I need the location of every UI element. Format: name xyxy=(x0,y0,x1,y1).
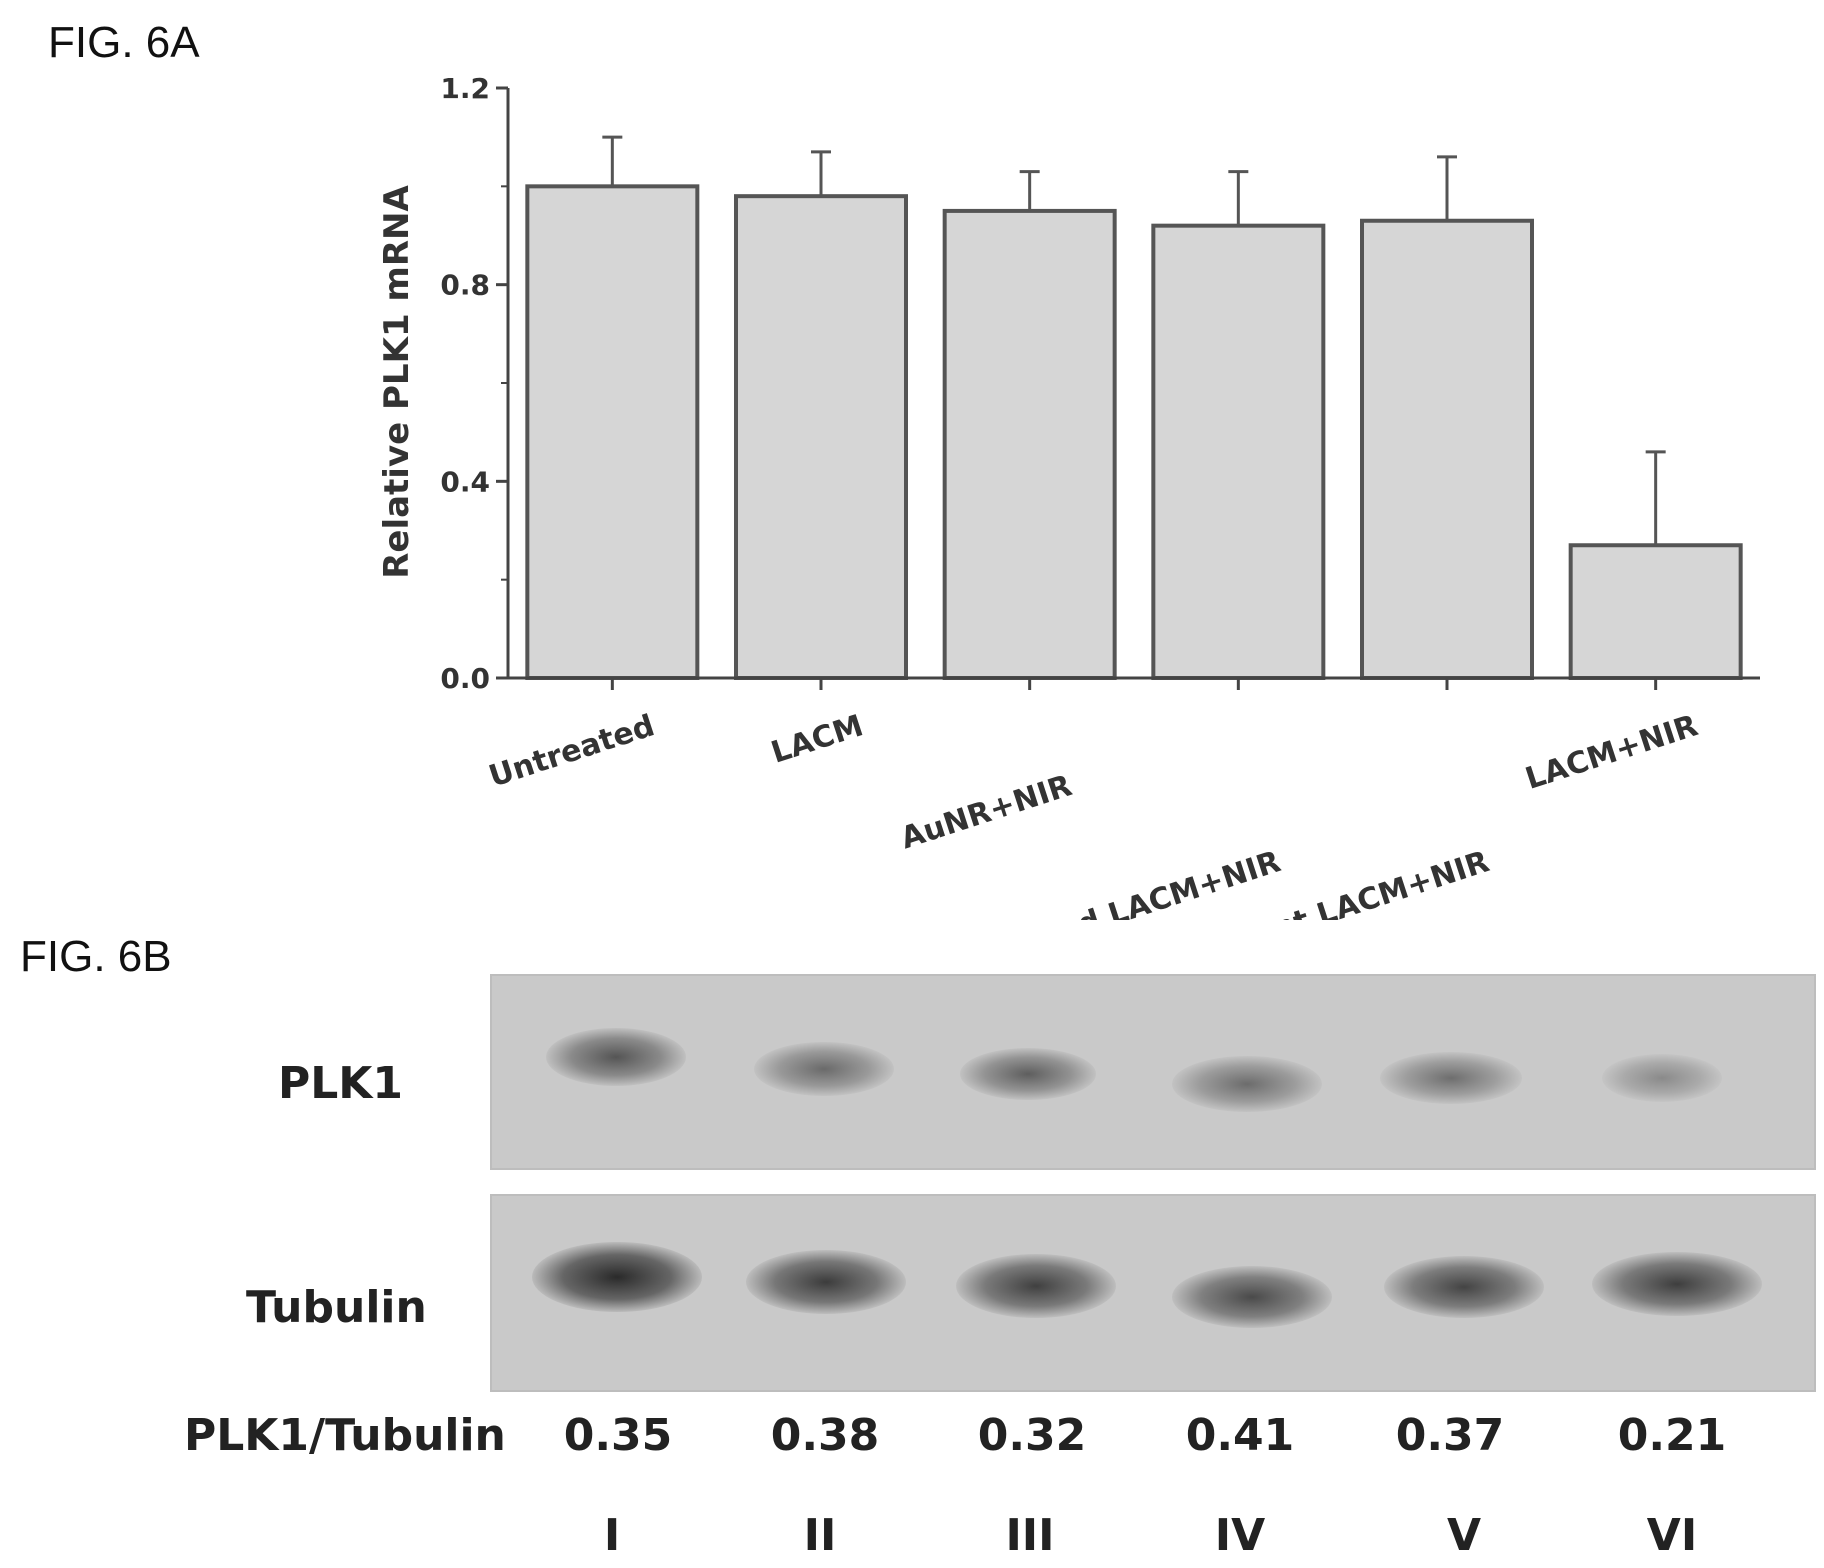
plk1-row-label: PLK1 xyxy=(278,1058,403,1109)
bar xyxy=(1151,223,1326,681)
bar xyxy=(734,194,908,681)
ratio-value: 0.38 xyxy=(770,1410,880,1461)
figure-6b-label: FIG. 6B xyxy=(20,932,172,981)
plk1-band-lane-3 xyxy=(960,1048,1096,1100)
ratio-value: 0.35 xyxy=(563,1410,673,1461)
ratio-value: 0.41 xyxy=(1185,1410,1295,1461)
y-axis-label: Relative PLK1 mRNA xyxy=(377,185,417,579)
x-tick-label: LACM+NIR xyxy=(1521,708,1702,797)
y-tick-label: 0.4 xyxy=(440,465,490,498)
ratio-value: 0.21 xyxy=(1617,1410,1727,1461)
bar xyxy=(525,184,700,680)
y-tick-label: 0.8 xyxy=(440,269,490,302)
figure-6a-label: FIG. 6A xyxy=(48,18,200,67)
lane-number: I xyxy=(603,1510,621,1561)
tubulin-band-lane-1 xyxy=(532,1242,702,1312)
lane-number: VI xyxy=(1646,1510,1698,1561)
tubulin-row-label: Tubulin xyxy=(246,1282,427,1333)
bars-layer xyxy=(525,135,1743,681)
plk1-band-lane-5 xyxy=(1380,1052,1522,1104)
tubulin-band-lane-2 xyxy=(746,1250,906,1314)
tubulin-band-lane-5 xyxy=(1384,1256,1544,1318)
x-tick-label: AuNR+NIR xyxy=(897,768,1076,856)
plk1-band-lane-1 xyxy=(546,1028,686,1086)
ratio-value: 0.37 xyxy=(1395,1410,1505,1461)
lane-number: V xyxy=(1446,1510,1482,1561)
bar-chart: 0.0 0.4 0.8 1.2 Untreated LACM AuNR+NIRScrambl… xyxy=(377,72,1760,920)
lane-number: III xyxy=(1005,1510,1055,1561)
x-tick-label: LACM xyxy=(767,708,867,770)
ratio-row-label: PLK1/Tubulin xyxy=(184,1410,506,1461)
y-tick-label: 0.0 xyxy=(440,662,490,695)
bar xyxy=(1360,218,1534,680)
tubulin-band-lane-4 xyxy=(1172,1266,1332,1328)
x-tick-label: Untreated xyxy=(485,708,659,794)
x-tick-label: Scrambled LACM+NIR xyxy=(924,844,1285,920)
lane-number: II xyxy=(803,1510,837,1561)
plk1-band-lane-6 xyxy=(1602,1054,1722,1102)
lane-number: IV xyxy=(1214,1510,1266,1561)
plk1-band-lane-2 xyxy=(754,1042,894,1096)
tubulin-band-lane-3 xyxy=(956,1254,1116,1318)
plk1-blot-image xyxy=(490,974,1816,1170)
plk1-band-lane-4 xyxy=(1172,1056,1322,1112)
tubulin-band-lane-6 xyxy=(1592,1252,1762,1316)
bar xyxy=(1568,543,1743,680)
bar xyxy=(942,208,1117,681)
ratio-value: 0.32 xyxy=(977,1410,1087,1461)
tubulin-blot-image xyxy=(490,1194,1816,1392)
y-tick-label: 1.2 xyxy=(440,72,490,105)
